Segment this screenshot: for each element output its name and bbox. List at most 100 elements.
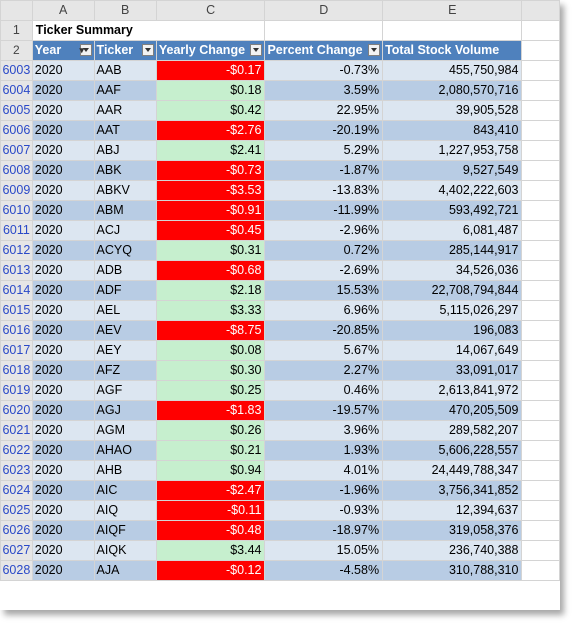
empty-cell[interactable] <box>521 300 560 321</box>
cell-total-stock-volume[interactable]: 843,410 <box>382 120 523 141</box>
cell-total-stock-volume[interactable]: 455,750,984 <box>382 60 523 81</box>
cell-ticker[interactable]: AEL <box>93 300 157 321</box>
empty-cell[interactable] <box>521 480 560 501</box>
cell-yearly-change[interactable]: -$0.12 <box>155 560 266 581</box>
row-number[interactable]: 6028 <box>0 560 33 581</box>
cell-year[interactable]: 2020 <box>31 240 95 261</box>
cell-percent-change[interactable]: -20.85% <box>264 320 384 341</box>
cell-yearly-change[interactable]: -$0.11 <box>155 500 266 521</box>
cell-total-stock-volume[interactable]: 236,740,388 <box>382 540 523 561</box>
column-header-d[interactable]: D <box>264 0 384 21</box>
empty-cell[interactable] <box>521 180 560 201</box>
cell-percent-change[interactable]: -2.96% <box>264 220 384 241</box>
empty-cell[interactable] <box>521 460 560 481</box>
cell-ticker[interactable]: ABM <box>93 200 157 221</box>
cell-ticker[interactable]: ADF <box>93 280 157 301</box>
cell-year[interactable]: 2020 <box>31 140 95 161</box>
column-header-e[interactable]: E <box>382 0 523 21</box>
empty-cell[interactable] <box>521 260 560 281</box>
cell-year[interactable]: 2020 <box>31 60 95 81</box>
cell-percent-change[interactable]: 0.72% <box>264 240 384 261</box>
cell-ticker[interactable]: AJA <box>93 560 157 581</box>
cell-total-stock-volume[interactable]: 24,449,788,347 <box>382 460 523 481</box>
cell-percent-change[interactable]: -18.97% <box>264 520 384 541</box>
cell-year[interactable]: 2020 <box>31 80 95 101</box>
cell-total-stock-volume[interactable]: 14,067,649 <box>382 340 523 361</box>
cell-total-stock-volume[interactable]: 3,756,341,852 <box>382 480 523 501</box>
empty-cell[interactable] <box>521 420 560 441</box>
cell-percent-change[interactable]: 22.95% <box>264 100 384 121</box>
cell-total-stock-volume[interactable]: 593,492,721 <box>382 200 523 221</box>
empty-cell[interactable] <box>521 200 560 221</box>
column-header-a[interactable]: A <box>31 0 95 21</box>
empty-cell[interactable] <box>521 220 560 241</box>
cell-ticker[interactable]: AAB <box>93 60 157 81</box>
cell-ticker[interactable]: ABK <box>93 160 157 181</box>
cell-ticker[interactable]: AIC <box>93 480 157 501</box>
empty-cell[interactable] <box>521 240 560 261</box>
row-number[interactable]: 6027 <box>0 540 33 561</box>
empty-cell[interactable] <box>521 100 560 121</box>
row-number[interactable]: 6014 <box>0 280 33 301</box>
row-number[interactable]: 6023 <box>0 460 33 481</box>
row-number[interactable]: 6004 <box>0 80 33 101</box>
empty-cell[interactable] <box>521 440 560 461</box>
empty-cell[interactable] <box>521 120 560 141</box>
cell-total-stock-volume[interactable]: 12,394,637 <box>382 500 523 521</box>
cell-total-stock-volume[interactable]: 22,708,794,844 <box>382 280 523 301</box>
cell-year[interactable]: 2020 <box>31 120 95 141</box>
cell-ticker[interactable]: AAR <box>93 100 157 121</box>
cell-total-stock-volume[interactable]: 2,080,570,716 <box>382 80 523 101</box>
empty-cell[interactable] <box>521 140 560 161</box>
cell-year[interactable]: 2020 <box>31 380 95 401</box>
row-number[interactable]: 6010 <box>0 200 33 221</box>
cell-yearly-change[interactable]: $0.08 <box>155 340 266 361</box>
cell-percent-change[interactable]: 3.59% <box>264 80 384 101</box>
row-number[interactable]: 6015 <box>0 300 33 321</box>
header-ticker[interactable]: Ticker <box>93 40 157 61</box>
cell-year[interactable]: 2020 <box>31 300 95 321</box>
cell-ticker[interactable]: ACJ <box>93 220 157 241</box>
cell-total-stock-volume[interactable]: 2,613,841,972 <box>382 380 523 401</box>
cell-year[interactable]: 2020 <box>31 540 95 561</box>
filter-dropdown-icon[interactable] <box>368 44 381 56</box>
header-percent-change[interactable]: Percent Change <box>264 40 384 61</box>
cell-yearly-change[interactable]: -$0.45 <box>155 220 266 241</box>
cell-year[interactable]: 2020 <box>31 480 95 501</box>
cell-yearly-change[interactable]: -$0.68 <box>155 260 266 281</box>
row-number[interactable]: 1 <box>0 20 33 41</box>
cell-ticker[interactable]: AGM <box>93 420 157 441</box>
column-header-b[interactable]: B <box>93 0 157 21</box>
row-number[interactable]: 6019 <box>0 380 33 401</box>
cell-ticker[interactable]: AGJ <box>93 400 157 421</box>
cell-total-stock-volume[interactable]: 1,227,953,758 <box>382 140 523 161</box>
select-all-corner[interactable] <box>0 0 33 21</box>
cell-percent-change[interactable]: 15.05% <box>264 540 384 561</box>
column-header-c[interactable]: C <box>155 0 266 21</box>
cell-yearly-change[interactable]: $0.18 <box>155 80 266 101</box>
cell-yearly-change[interactable]: -$2.47 <box>155 480 266 501</box>
cell-yearly-change[interactable]: $3.33 <box>155 300 266 321</box>
cell-yearly-change[interactable]: -$0.73 <box>155 160 266 181</box>
cell-year[interactable]: 2020 <box>31 200 95 221</box>
empty-cell[interactable] <box>521 540 560 561</box>
empty-cell[interactable] <box>521 80 560 101</box>
cell-year[interactable]: 2020 <box>31 320 95 341</box>
cell-total-stock-volume[interactable]: 4,402,222,603 <box>382 180 523 201</box>
cell-ticker[interactable]: ABJ <box>93 140 157 161</box>
row-number[interactable]: 2 <box>0 40 33 61</box>
sheet-title[interactable]: Ticker Summary <box>31 20 266 41</box>
row-number[interactable]: 6025 <box>0 500 33 521</box>
cell-percent-change[interactable]: 4.01% <box>264 460 384 481</box>
cell-yearly-change[interactable]: -$0.17 <box>155 60 266 81</box>
cell-percent-change[interactable]: -0.93% <box>264 500 384 521</box>
cell-total-stock-volume[interactable]: 34,526,036 <box>382 260 523 281</box>
cell-yearly-change[interactable]: -$0.48 <box>155 520 266 541</box>
cell-ticker[interactable]: AFZ <box>93 360 157 381</box>
cell-yearly-change[interactable]: -$1.83 <box>155 400 266 421</box>
cell-total-stock-volume[interactable]: 196,083 <box>382 320 523 341</box>
row-number[interactable]: 6011 <box>0 220 33 241</box>
cell-ticker[interactable]: AEV <box>93 320 157 341</box>
cell-total-stock-volume[interactable]: 5,606,228,557 <box>382 440 523 461</box>
cell-ticker[interactable]: AAF <box>93 80 157 101</box>
